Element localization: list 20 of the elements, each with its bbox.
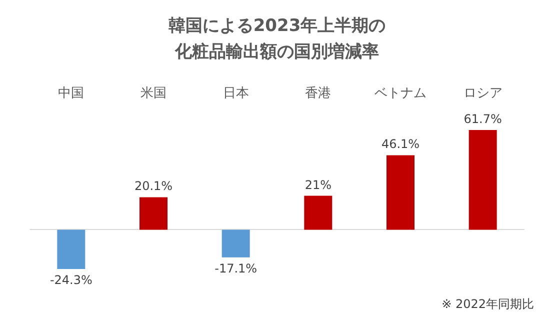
x-tick-label: ベトナム — [374, 86, 426, 101]
data-label: 61.7% — [464, 112, 502, 126]
x-tick-label: 米国 — [140, 86, 166, 101]
bar — [386, 155, 414, 230]
text: ※ 2022年同期比 — [442, 297, 534, 311]
chart-title: 韓国による2023年上半期の化粧品輸出額の国別増減率 — [168, 16, 386, 62]
data-label: 21% — [304, 178, 332, 192]
x-tick-label: 日本 — [222, 86, 249, 101]
bar — [222, 230, 250, 258]
data-label: -17.1% — [214, 261, 258, 276]
data-label: 46.1% — [381, 137, 420, 152]
x-tick-label: 中国 — [58, 86, 84, 101]
x-tick-label: 香港 — [305, 86, 332, 101]
bar — [304, 196, 332, 230]
bar — [57, 230, 86, 269]
x-tick-label: ロシア — [463, 86, 502, 101]
data-label: 20.1% — [134, 179, 173, 194]
data-label: -24.3% — [50, 273, 92, 287]
bar — [140, 197, 168, 230]
bar — [468, 130, 497, 230]
